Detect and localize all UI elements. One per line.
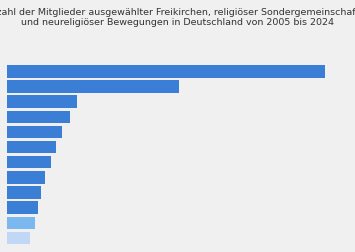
Bar	[7, 81, 179, 93]
Text: Anzahl der Mitglieder ausgewählter Freikirchen, religiöser Sondergemeinschaften
: Anzahl der Mitglieder ausgewählter Freik…	[0, 8, 355, 27]
Bar	[7, 66, 325, 78]
Bar	[7, 141, 56, 154]
Bar	[7, 217, 35, 229]
Bar	[7, 232, 31, 244]
Bar	[7, 186, 41, 199]
Bar	[7, 126, 62, 139]
Bar	[7, 202, 38, 214]
Bar	[7, 171, 45, 184]
Bar	[7, 111, 70, 123]
Bar	[7, 96, 77, 108]
Bar	[7, 156, 51, 169]
